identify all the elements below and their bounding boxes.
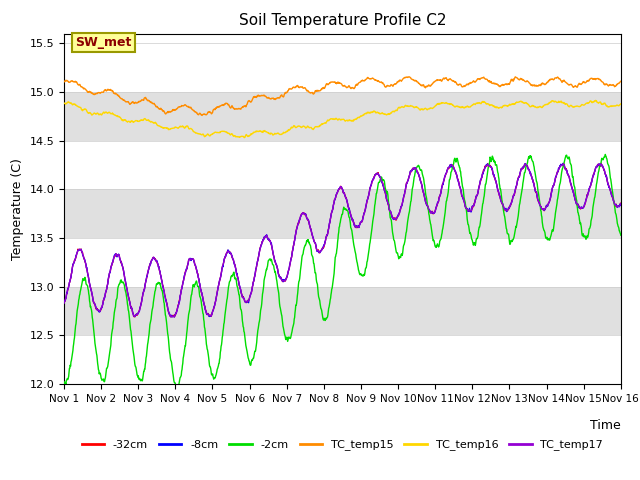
- Title: Soil Temperature Profile C2: Soil Temperature Profile C2: [239, 13, 446, 28]
- Legend: -32cm, -8cm, -2cm, TC_temp15, TC_temp16, TC_temp17: -32cm, -8cm, -2cm, TC_temp15, TC_temp16,…: [77, 435, 607, 455]
- Bar: [64, 92, 621, 141]
- Y-axis label: Temperature (C): Temperature (C): [11, 158, 24, 260]
- Bar: [64, 287, 621, 336]
- Text: SW_met: SW_met: [75, 36, 131, 49]
- Text: Time: Time: [590, 419, 621, 432]
- Bar: [64, 189, 621, 238]
